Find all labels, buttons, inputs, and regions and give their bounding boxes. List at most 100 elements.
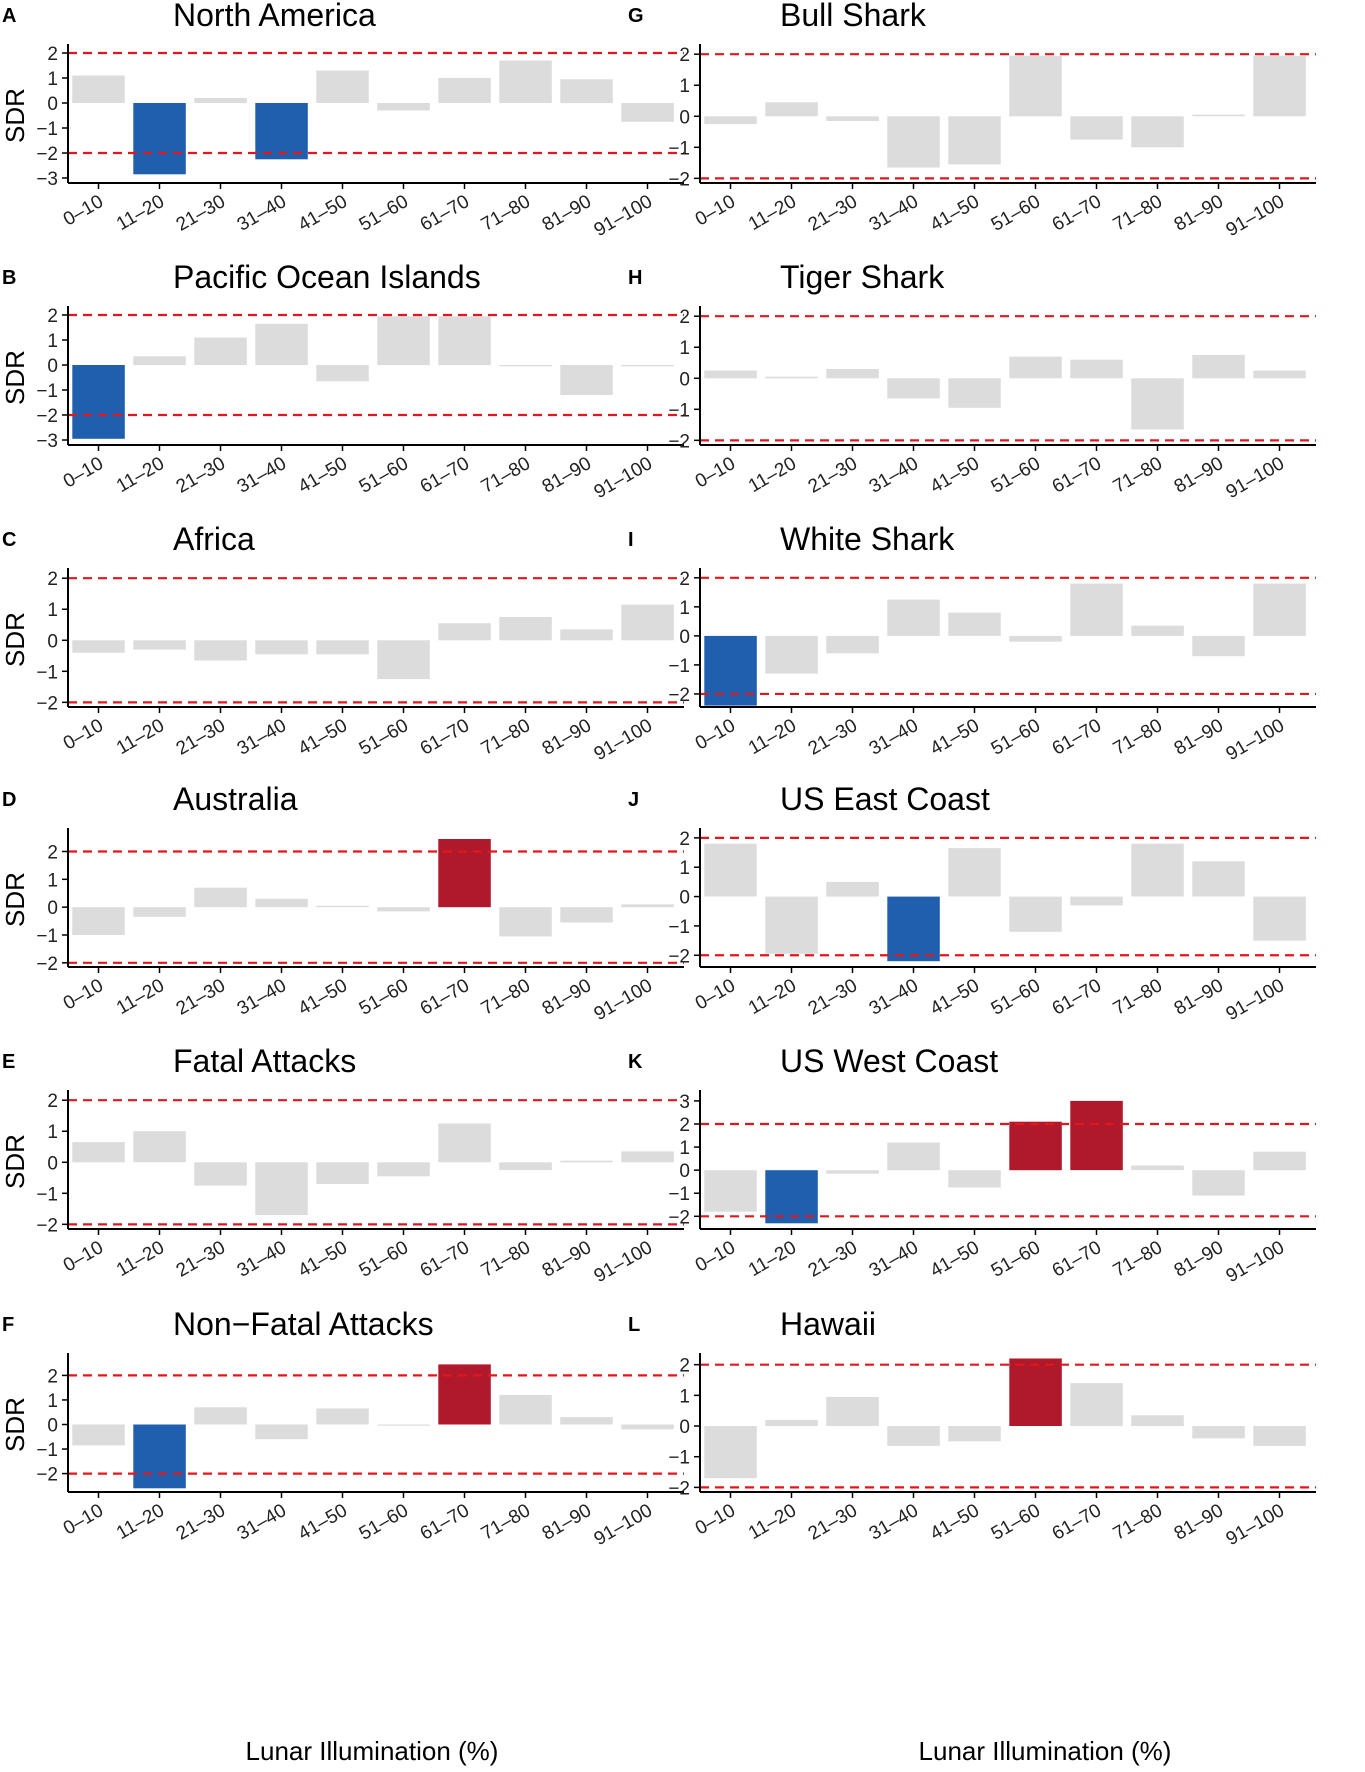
bar-d-8 <box>560 907 613 923</box>
bar-e-3 <box>255 1162 308 1216</box>
y-tick-label-g--2: −2 <box>668 169 690 190</box>
bar-k-7 <box>1131 1165 1184 1171</box>
bar-j-7 <box>1131 843 1184 897</box>
x-tick-label-a-7: 71–80 <box>478 191 534 236</box>
y-tick-label-b--1: −1 <box>36 381 58 402</box>
y-tick-label-g-1: 1 <box>679 76 690 97</box>
x-tick-label-g-7: 71–80 <box>1110 191 1166 236</box>
panel-c: C Africa −2 −1 0 1 2 SDR 0–10 11–20 21–30 31–40 41–5… <box>0 521 684 765</box>
bar-f-2 <box>194 1407 247 1425</box>
x-tick-label-i-7: 71–80 <box>1110 715 1166 760</box>
bar-i-2 <box>826 635 879 654</box>
panel-g: G Bull Shark −2 −1 0 1 2 0–10 11–20 21–30 31–40 41–… <box>628 0 1316 241</box>
x-tick-label-f-3: 31–40 <box>234 1500 290 1545</box>
x-tick-label-a-9: 91–100 <box>591 191 656 241</box>
chart-title-l: Hawaii <box>780 1306 876 1342</box>
x-tick-label-l-5: 51–60 <box>988 1500 1044 1545</box>
y-tick-label-a-1: 1 <box>47 69 58 90</box>
x-tick-label-l-8: 81–90 <box>1171 1500 1227 1545</box>
panel-a: A North America −3 −2 −1 0 1 2 SDR 0–10 11–20 21–30… <box>0 0 684 241</box>
x-tick-label-i-4: 41–50 <box>927 715 983 760</box>
y-tick-label-e-0: 0 <box>47 1153 58 1174</box>
bar-h-8 <box>1192 355 1245 379</box>
bar-a-6 <box>438 78 491 103</box>
x-tick-label-f-7: 71–80 <box>478 1500 534 1545</box>
y-tick-label-k--2: −2 <box>668 1207 690 1228</box>
bar-a-8 <box>560 79 613 104</box>
bar-a-1 <box>133 103 186 175</box>
y-tick-label-b-1: 1 <box>47 331 58 352</box>
x-tick-label-f-0: 0–10 <box>60 1500 107 1539</box>
y-tick-label-b--3: −3 <box>36 431 58 452</box>
bar-g-9 <box>1253 55 1306 117</box>
bar-e-8 <box>560 1160 613 1163</box>
bar-e-0 <box>72 1142 125 1163</box>
x-tick-label-g-9: 91–100 <box>1223 191 1288 241</box>
x-tick-label-k-7: 71–80 <box>1110 1237 1166 1282</box>
bar-b-9 <box>621 365 674 367</box>
bar-e-9 <box>621 1151 674 1163</box>
bar-a-4 <box>316 70 369 103</box>
x-tick-label-j-3: 31–40 <box>866 975 922 1020</box>
y-tick-label-d--2: −2 <box>36 954 58 975</box>
bar-l-7 <box>1131 1415 1184 1426</box>
x-tick-label-i-3: 31–40 <box>866 715 922 760</box>
x-tick-label-g-0: 0–10 <box>692 191 739 230</box>
x-tick-label-b-7: 71–80 <box>478 453 534 498</box>
chart-title-d: Australia <box>173 781 298 817</box>
bar-a-2 <box>194 98 247 103</box>
bar-g-7 <box>1131 116 1184 148</box>
y-tick-label-j--1: −1 <box>668 917 690 938</box>
bar-c-5 <box>377 640 430 680</box>
panel-letter-a: A <box>2 5 16 27</box>
x-axis-label-right: Lunar Illumination (%) <box>919 1736 1172 1766</box>
x-tick-label-d-0: 0–10 <box>60 975 107 1014</box>
panel-h: H Tiger Shark −2 −1 0 1 2 0–10 11–20 21–30 31–40 41… <box>628 259 1316 503</box>
x-tick-label-b-1: 11–20 <box>113 453 168 497</box>
y-tick-label-j-1: 1 <box>679 858 690 879</box>
panel-e: E Fatal Attacks −2 −1 0 1 2 SDR 0–10 11–20 21–30 31… <box>0 1043 684 1287</box>
y-axis-label-b: SDR <box>0 350 30 405</box>
x-tick-label-d-1: 11–20 <box>113 975 168 1019</box>
x-tick-label-c-1: 11–20 <box>113 715 168 759</box>
panel-l: L Hawaii −2 −1 0 1 2 0–10 11–20 21–30 31–40 41–50 51… <box>628 1306 1316 1550</box>
bar-h-2 <box>826 369 879 379</box>
bar-e-6 <box>438 1123 491 1163</box>
x-tick-label-e-5: 51–60 <box>356 1237 412 1282</box>
bar-f-5 <box>377 1424 430 1426</box>
x-tick-label-g-1: 11–20 <box>745 191 800 235</box>
bar-h-7 <box>1131 378 1184 430</box>
x-tick-label-l-0: 0–10 <box>692 1500 739 1539</box>
bar-b-7 <box>499 365 552 367</box>
y-tick-label-i-2: 2 <box>679 569 690 590</box>
bar-j-3 <box>887 896 940 962</box>
bar-c-9 <box>621 604 674 641</box>
x-tick-label-c-3: 31–40 <box>234 715 290 760</box>
x-tick-label-k-2: 21–30 <box>805 1237 861 1282</box>
y-tick-label-h--2: −2 <box>668 431 690 452</box>
y-tick-label-l-0: 0 <box>679 1417 690 1438</box>
x-tick-label-e-2: 21–30 <box>173 1237 229 1282</box>
x-tick-label-k-3: 31–40 <box>866 1237 922 1282</box>
x-tick-label-j-6: 61–70 <box>1049 975 1105 1020</box>
x-tick-label-l-2: 21–30 <box>805 1500 861 1545</box>
x-tick-label-e-9: 91–100 <box>591 1237 656 1287</box>
x-tick-label-b-9: 91–100 <box>591 453 656 503</box>
bar-g-0 <box>704 116 757 125</box>
y-tick-label-d--1: −1 <box>36 926 58 947</box>
bar-f-9 <box>621 1424 674 1430</box>
x-tick-label-l-7: 71–80 <box>1110 1500 1166 1545</box>
x-tick-label-g-6: 61–70 <box>1049 191 1105 236</box>
y-tick-label-h--1: −1 <box>668 400 690 421</box>
x-tick-label-d-6: 61–70 <box>417 975 473 1020</box>
bar-c-2 <box>194 640 247 661</box>
panel-letter-b: B <box>2 267 16 289</box>
x-tick-label-g-8: 81–90 <box>1171 191 1227 236</box>
y-axis-label-a: SDR <box>0 88 30 143</box>
y-tick-label-i--1: −1 <box>668 656 690 677</box>
bar-e-2 <box>194 1162 247 1186</box>
x-tick-label-i-5: 51–60 <box>988 715 1044 760</box>
y-tick-label-e-1: 1 <box>47 1122 58 1143</box>
panel-d: D Australia −2 −1 0 1 2 SDR 0–10 11–20 21–30 31–40 4… <box>0 781 684 1025</box>
x-tick-label-e-0: 0–10 <box>60 1237 107 1276</box>
